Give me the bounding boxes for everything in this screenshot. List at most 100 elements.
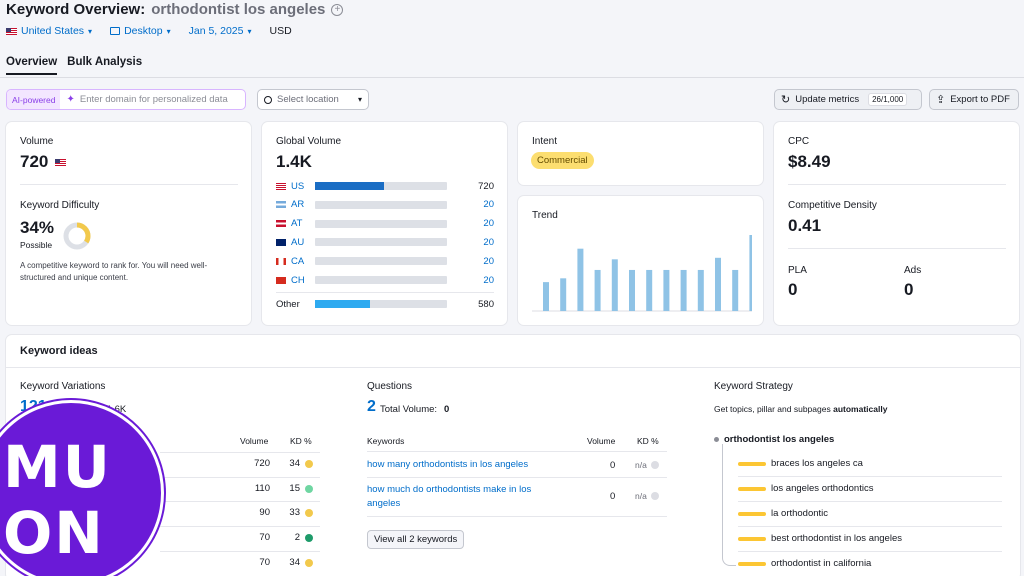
question-link[interactable]: how many orthodontists in los angeles <box>367 459 529 470</box>
gv-bar <box>315 276 447 284</box>
divider <box>367 451 667 452</box>
divider <box>738 501 1002 502</box>
kd-dot <box>651 492 659 500</box>
title-keyword: orthodontist los angeles <box>151 1 326 18</box>
divider <box>788 184 1006 185</box>
divider <box>160 526 320 528</box>
trend-chart <box>532 235 752 312</box>
strategy-item-label: la orthodontic <box>771 508 829 519</box>
trend-bar <box>611 259 618 311</box>
kd-label: Keyword Difficulty <box>20 200 100 211</box>
header-divider <box>0 77 1024 78</box>
pillar-bar-icon <box>738 536 766 541</box>
gv-value[interactable]: 20 <box>483 236 494 248</box>
trend-bar <box>594 269 601 311</box>
divider <box>160 452 320 453</box>
us-flag-icon <box>6 27 17 35</box>
ch-flag-icon <box>276 276 286 284</box>
kd-dot <box>305 484 313 493</box>
strategy-item[interactable]: los angeles orthodontics <box>738 483 1002 494</box>
intent-badge: Commercial <box>531 152 594 169</box>
divider <box>738 551 1002 552</box>
pillar-bar-icon <box>738 511 766 516</box>
strategy-item-label: orthodontist in california <box>771 558 872 569</box>
divider <box>367 516 667 517</box>
gv-country-code[interactable]: US <box>291 180 305 192</box>
export-icon: ⇪ <box>936 94 946 106</box>
strategy-desc-bold: automatically <box>833 404 888 414</box>
chevron-down-icon: ▾ <box>357 95 362 104</box>
strategy-item[interactable]: best orthodontist in los angeles <box>738 533 1002 544</box>
gv-country-code[interactable]: AU <box>291 236 305 248</box>
gv-value[interactable]: 20 <box>483 274 494 286</box>
question-kd: n/a <box>635 460 647 470</box>
gv-row-ca: CA 20 <box>276 255 494 267</box>
export-pdf-button[interactable]: ⇪ Export to PDF <box>929 89 1019 110</box>
gv-bar <box>315 219 447 228</box>
gv-bar-fill <box>315 300 370 308</box>
variation-kd: 34 <box>289 458 300 469</box>
gv-value[interactable]: 20 <box>483 199 494 211</box>
strategy-item[interactable]: braces los angeles ca <box>738 458 1002 469</box>
sparkle-icon: ✦ <box>66 94 75 105</box>
gv-bar <box>315 200 447 209</box>
gv-row-ch: CH 20 <box>276 274 494 286</box>
gv-row-ar: AR 20 <box>276 199 494 211</box>
tab-bulk-analysis[interactable]: Bulk Analysis <box>67 56 143 68</box>
location-pin-icon <box>264 95 272 104</box>
gv-bar <box>315 238 447 247</box>
gv-country-code[interactable]: CH <box>291 274 305 286</box>
update-metrics-button[interactable]: ↻ Update metrics 26/1,000 <box>774 89 922 110</box>
view-all-keywords-button[interactable]: View all 2 keywords <box>367 530 465 549</box>
update-label: Update metrics <box>795 94 860 105</box>
ar-flag-icon <box>276 201 286 209</box>
trend-bar <box>732 269 739 311</box>
add-icon[interactable]: + <box>331 3 344 16</box>
ai-domain-box[interactable]: AI-powered ✦ Enter domain for personaliz… <box>6 89 247 110</box>
question-link[interactable]: how much do orthodontists make in los an… <box>367 484 532 509</box>
variations-label: Keyword Variations <box>20 381 106 392</box>
gv-value[interactable]: 20 <box>483 255 494 267</box>
date-filter[interactable]: Jan 5, 2025 ▾ <box>189 25 252 37</box>
strategy-item[interactable]: la orthodontic <box>738 508 1002 519</box>
tab-bar: Overview Bulk Analysis <box>6 56 142 75</box>
au-flag-icon <box>276 238 286 246</box>
gv-bar <box>315 257 447 266</box>
pla-value: 0 <box>788 280 798 299</box>
global-volume-label: Global Volume <box>276 136 342 147</box>
page-header: Keyword Overview: orthodontist los angel… <box>0 0 1024 78</box>
divider <box>738 476 1002 477</box>
divider <box>20 184 238 185</box>
kd-value: 34% <box>20 218 55 237</box>
gv-other-value: 580 <box>478 298 494 310</box>
country-filter[interactable]: United States ▾ <box>6 25 92 37</box>
strategy-item[interactable]: orthodontist in california <box>738 558 1002 569</box>
volume-card: Volume 720 Keyword Difficulty 34% Possib… <box>6 122 251 325</box>
currency-label: USD <box>269 25 292 37</box>
gv-country-code[interactable]: AT <box>291 218 303 230</box>
gv-country-code[interactable]: AR <box>291 199 305 211</box>
location-select[interactable]: Select location ▾ <box>257 89 369 110</box>
variation-volume: 90 <box>259 507 270 519</box>
strategy-desc: Get topics, pillar and subpages automati… <box>714 404 887 414</box>
col-kd: KD % <box>637 436 659 446</box>
strategy-root[interactable]: orthodontist los angeles <box>714 434 834 445</box>
device-filter[interactable]: Desktop ▾ <box>110 25 171 37</box>
gv-row-au: AU 20 <box>276 236 494 248</box>
gv-value[interactable]: 20 <box>483 218 494 230</box>
refresh-icon: ↻ <box>781 94 791 106</box>
logo-text-bottom: ON <box>3 499 105 567</box>
domain-input[interactable]: ✦ Enter domain for personalized data <box>60 90 245 109</box>
trend-bar <box>577 248 584 311</box>
trend-bar <box>749 235 752 311</box>
tab-overview[interactable]: Overview <box>6 56 58 75</box>
kd-dot <box>305 509 313 518</box>
chevron-down-icon: ▾ <box>88 26 93 36</box>
col-volume: Volume <box>587 436 616 446</box>
gv-country-code[interactable]: CA <box>291 255 305 267</box>
questions-count[interactable]: 2 <box>367 398 376 415</box>
divider <box>160 550 320 552</box>
variation-kd: 15 <box>289 482 300 494</box>
pillar-bar-icon <box>738 561 766 566</box>
strategy-item-label: best orthodontist in los angeles <box>771 533 902 544</box>
